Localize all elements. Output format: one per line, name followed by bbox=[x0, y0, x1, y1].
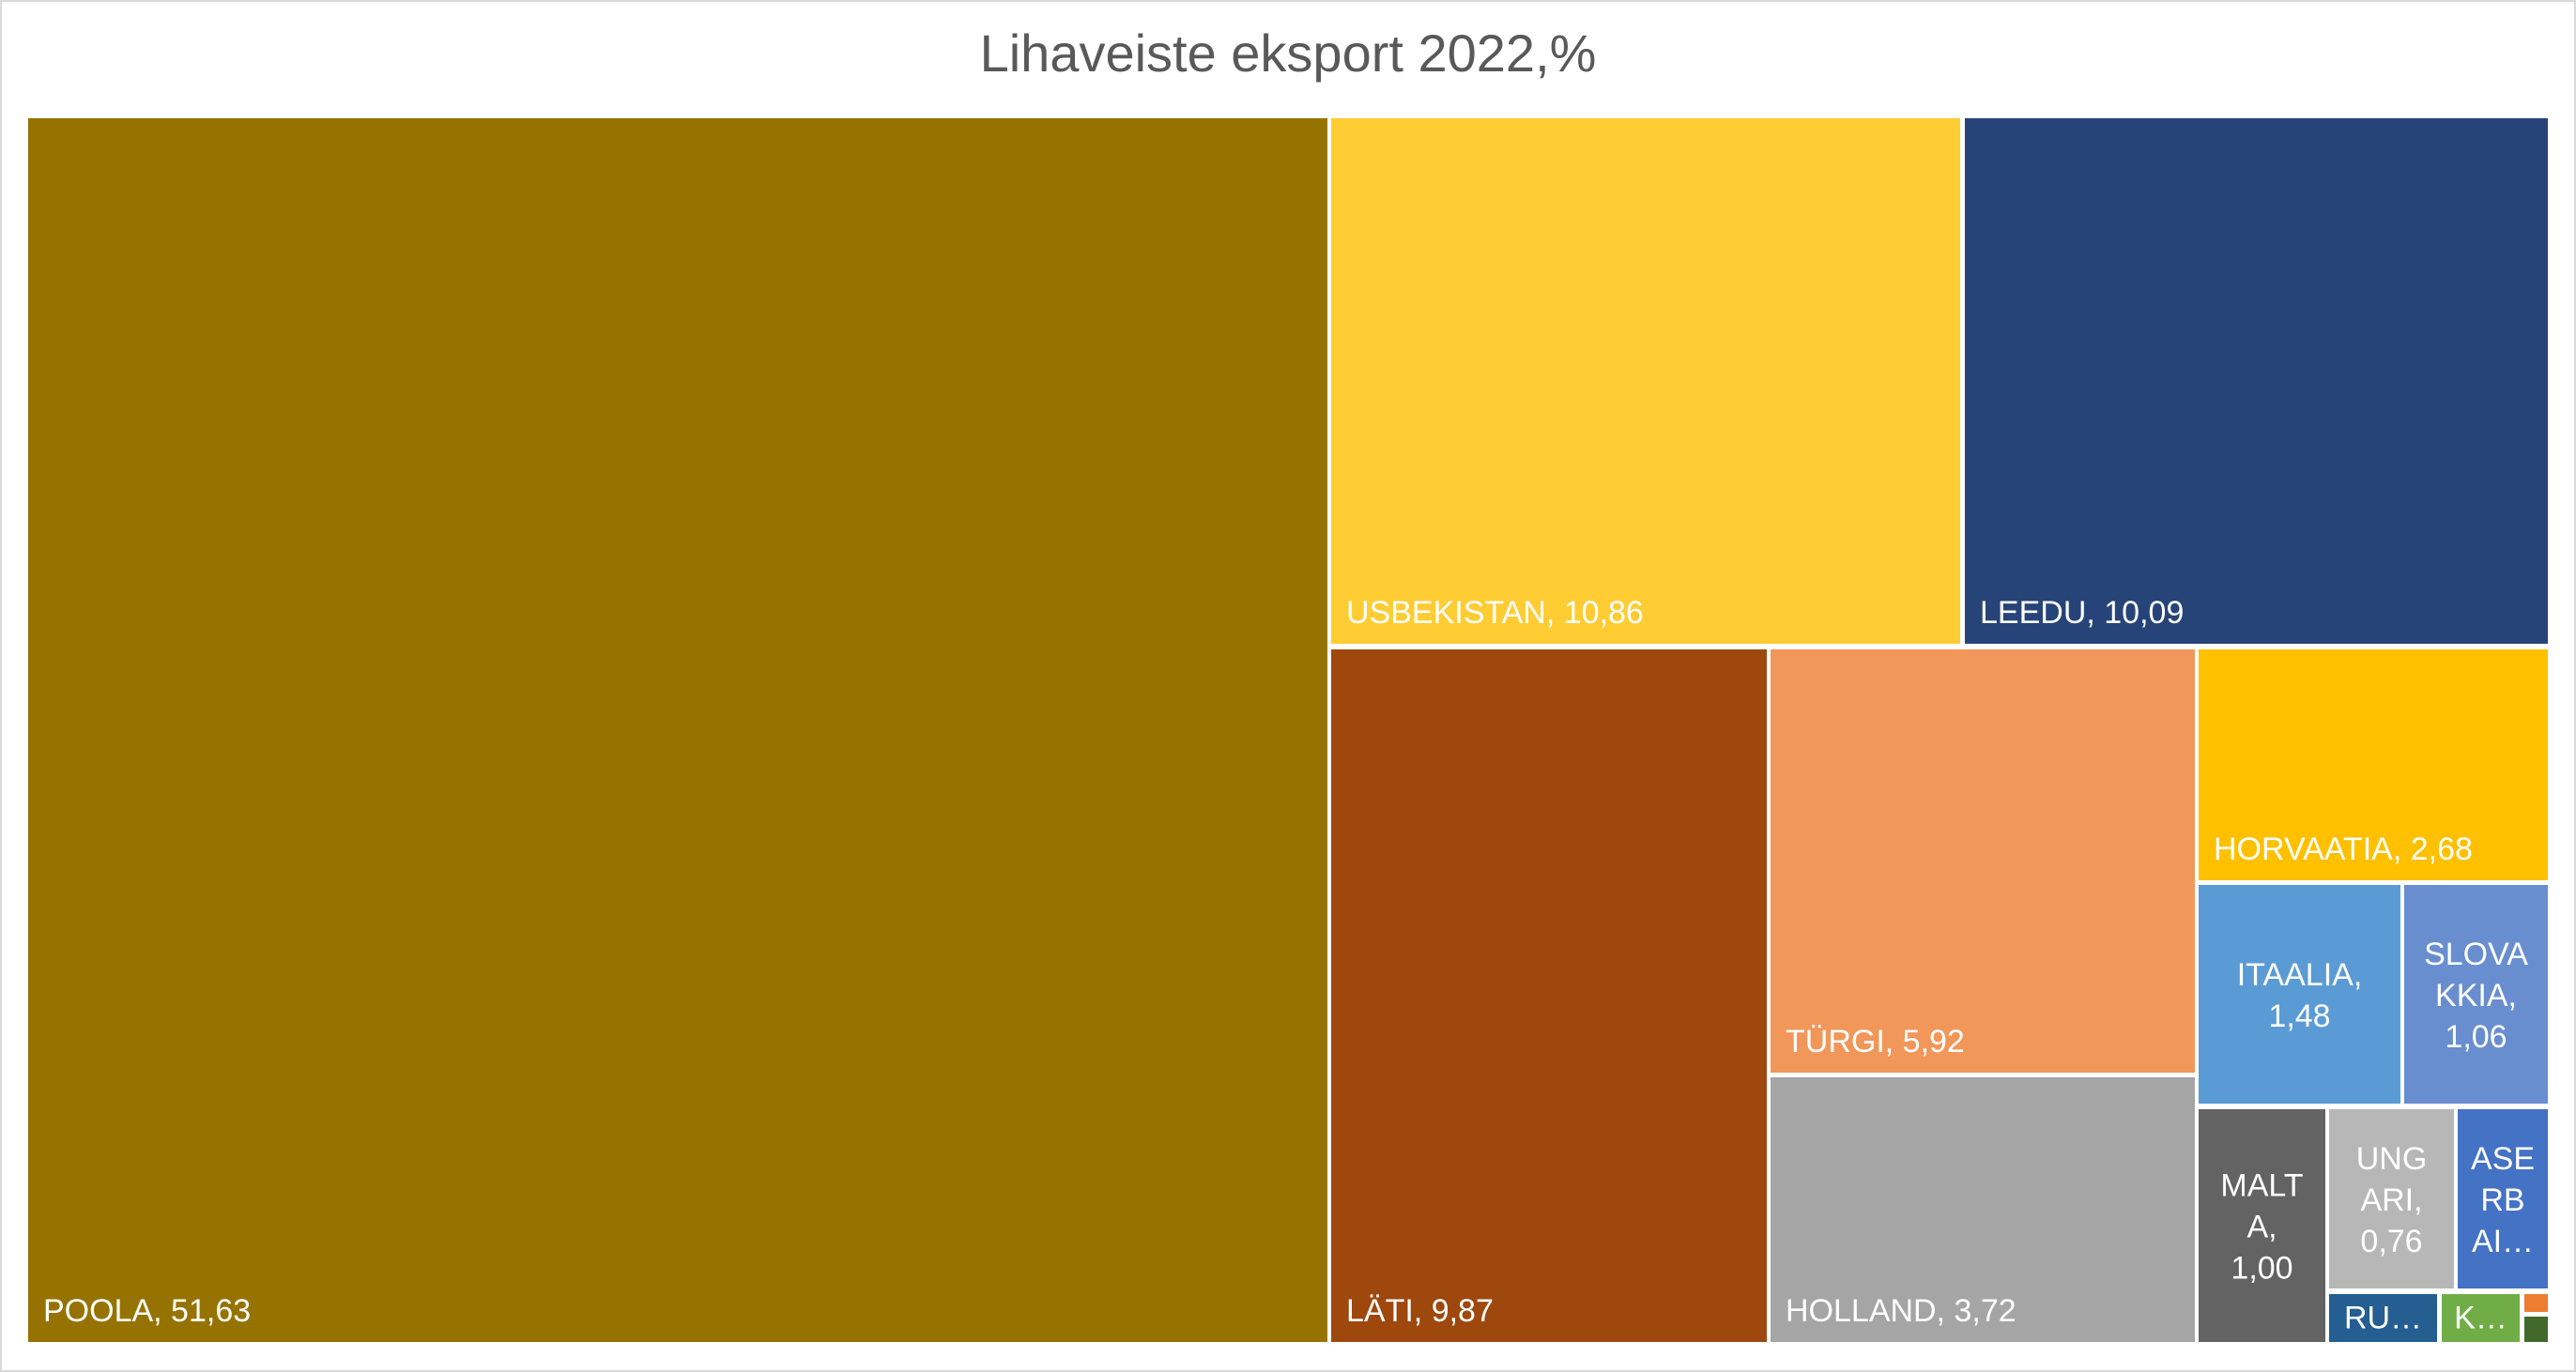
tile-label-line: SLOVA bbox=[2424, 937, 2528, 972]
tile-rect bbox=[1965, 118, 2548, 644]
tile-label-line: POOLA, 51,63 bbox=[43, 1293, 251, 1329]
tile-rect bbox=[1771, 649, 2195, 1073]
tile-label-line: LÄTI, 9,87 bbox=[1346, 1293, 1494, 1329]
tile-malta: MALT A, 1,00 bbox=[2199, 1109, 2325, 1342]
tile-label-line: HOLLAND, 3,72 bbox=[1786, 1293, 2016, 1329]
tile-small-2 bbox=[2524, 1317, 2548, 1342]
tile-label: HOLLAND, 3,72 bbox=[1786, 1293, 2016, 1329]
tile-rect bbox=[2329, 1109, 2454, 1288]
tile-rect bbox=[2524, 1317, 2548, 1342]
tile-türgi: TÜRGI, 5,92 bbox=[1771, 649, 2195, 1073]
tile-label-line: 1,00 bbox=[2231, 1250, 2292, 1286]
tile-label-line: RU… bbox=[2344, 1301, 2422, 1336]
tile-label-line: K… bbox=[2454, 1301, 2507, 1336]
tile-rect bbox=[1331, 118, 1960, 644]
tile-rect bbox=[2458, 1109, 2548, 1288]
tile-label: LEEDU, 10,09 bbox=[1980, 595, 2184, 631]
tile-label-line: 1,48 bbox=[2268, 999, 2330, 1034]
tile-label: HORVAATIA, 2,68 bbox=[2214, 831, 2473, 867]
tile-aserbai: ASE RB AI… bbox=[2458, 1109, 2548, 1288]
tile-small-1 bbox=[2524, 1294, 2548, 1312]
tile-ungari: UNG ARI, 0,76 bbox=[2329, 1109, 2454, 1288]
tile-label: MALT A, 1,00 bbox=[2220, 1167, 2303, 1286]
tile-label: USBEKISTAN, 10,86 bbox=[1346, 595, 1644, 631]
tile-rect bbox=[1331, 649, 1767, 1342]
tile-horvaatia: HORVAATIA, 2,68 bbox=[2199, 649, 2548, 880]
tile-rect bbox=[2199, 885, 2400, 1104]
tile-ru: RU… bbox=[2329, 1294, 2437, 1342]
tile-rect bbox=[2524, 1294, 2548, 1312]
tile-rect bbox=[2199, 1109, 2325, 1342]
tile-läti: LÄTI, 9,87 bbox=[1331, 649, 1767, 1342]
tile-label-line: KKIA, bbox=[2435, 978, 2517, 1014]
tile-label: K… bbox=[2454, 1301, 2507, 1336]
tile-label: ITAALIA, 1,48 bbox=[2237, 957, 2363, 1034]
tile-poola: POOLA, 51,63 bbox=[28, 118, 1327, 1342]
tile-label: POOLA, 51,63 bbox=[43, 1293, 251, 1329]
tile-label: ASE RB AI… bbox=[2471, 1141, 2535, 1259]
tile-label-line: 0,76 bbox=[2360, 1224, 2422, 1259]
tile-holland: HOLLAND, 3,72 bbox=[1771, 1077, 2195, 1342]
tile-rect bbox=[1771, 1077, 2195, 1342]
tile-label-line: AI… bbox=[2472, 1224, 2534, 1259]
tile-leedu: LEEDU, 10,09 bbox=[1965, 118, 2548, 644]
tile-itaalia: ITAALIA, 1,48 bbox=[2199, 885, 2400, 1104]
chart-title: Lihaveiste eksport 2022,% bbox=[979, 23, 1597, 83]
tile-usbekistan: USBEKISTAN, 10,86 bbox=[1331, 118, 1960, 644]
tile-label: LÄTI, 9,87 bbox=[1346, 1293, 1494, 1329]
tile-k: K… bbox=[2442, 1294, 2520, 1342]
tile-slovakkia: SLOVA KKIA, 1,06 bbox=[2404, 885, 2548, 1104]
tile-label-line: ITAALIA, bbox=[2237, 957, 2363, 993]
tile-label: UNG ARI, 0,76 bbox=[2356, 1141, 2428, 1259]
tile-label-line: USBEKISTAN, 10,86 bbox=[1346, 595, 1644, 631]
tile-label: SLOVA KKIA, 1,06 bbox=[2424, 937, 2528, 1055]
tile-label-line: 1,06 bbox=[2445, 1019, 2507, 1055]
tile-rect bbox=[2404, 885, 2548, 1104]
tile-label-line: LEEDU, 10,09 bbox=[1980, 595, 2184, 631]
tile-rect bbox=[28, 118, 1327, 1342]
tile-label-line: TÜRGI, 5,92 bbox=[1786, 1024, 1965, 1059]
tile-rect bbox=[2329, 1294, 2437, 1342]
tile-label-line: A, bbox=[2246, 1209, 2277, 1244]
tile-rect bbox=[2442, 1294, 2520, 1342]
tile-label-line: MALT bbox=[2220, 1167, 2303, 1203]
tile-label-line: ASE bbox=[2471, 1141, 2535, 1177]
tile-label-line: ARI, bbox=[2360, 1182, 2422, 1218]
tile-label-line: RB bbox=[2480, 1182, 2524, 1218]
tile-label-line: HORVAATIA, 2,68 bbox=[2214, 831, 2473, 867]
tile-label: RU… bbox=[2344, 1301, 2422, 1336]
tile-label: TÜRGI, 5,92 bbox=[1786, 1024, 1965, 1059]
tile-label-line: UNG bbox=[2356, 1141, 2428, 1177]
tile-rect bbox=[2199, 649, 2548, 880]
